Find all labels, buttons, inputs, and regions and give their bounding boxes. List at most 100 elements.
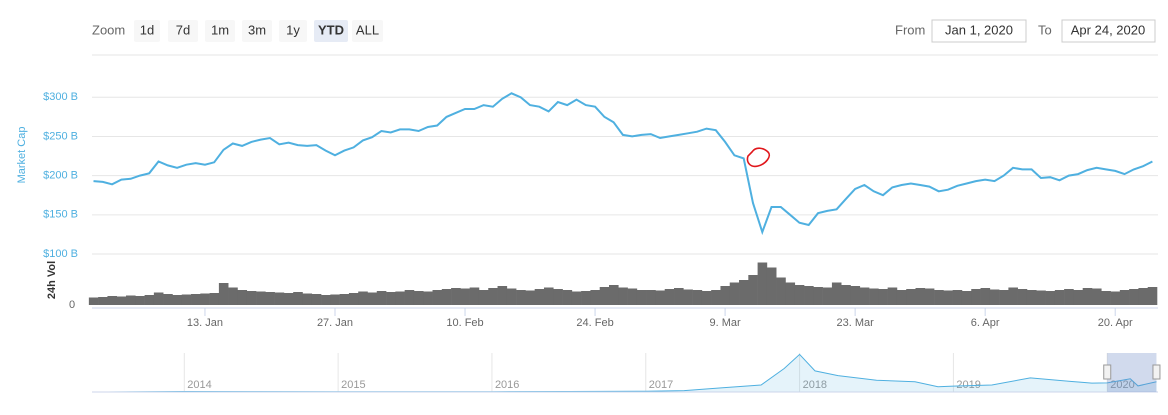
volume-bar: [432, 290, 443, 305]
x-tick-label: 9. Mar: [710, 317, 742, 329]
volume-bar: [924, 288, 935, 305]
volume-bar: [989, 289, 1000, 305]
zoom-button[interactable]: [242, 20, 272, 42]
volume-bar: [729, 282, 740, 305]
volume-bar: [822, 287, 833, 305]
volume-bar: [516, 290, 526, 305]
volume-bar: [348, 293, 359, 305]
volume-bar: [618, 287, 628, 305]
volume-bar: [116, 296, 127, 305]
volume-bar: [404, 290, 415, 305]
volume-bar: [776, 277, 786, 305]
volume-bar: [98, 297, 108, 305]
zoom-button[interactable]: [134, 20, 160, 42]
volume-bar: [478, 290, 489, 305]
volume-bar: [1045, 291, 1056, 305]
x-tick-label: 23. Mar: [836, 317, 874, 329]
volume-bar: [701, 291, 712, 305]
volume-bar: [1054, 290, 1065, 305]
volume-bar: [1138, 288, 1149, 305]
from-input[interactable]: [931, 19, 1027, 43]
volume-bar: [841, 285, 851, 305]
volume-bar: [367, 292, 378, 305]
volume-bar: [906, 289, 916, 305]
volume-bar: [683, 289, 693, 305]
volume-bar: [302, 293, 313, 305]
y2-tick-label: 0: [69, 299, 75, 311]
volume-bar: [1119, 290, 1130, 305]
zoom-button-label[interactable]: 1d: [140, 22, 154, 37]
volume-bar: [460, 288, 470, 305]
volume-bar: [265, 292, 275, 305]
volume-bar: [850, 286, 861, 305]
volume-bar: [228, 287, 238, 305]
volume-bar: [971, 289, 981, 305]
volume-bar: [534, 289, 545, 305]
market-cap-line: [93, 92, 1153, 236]
volume-bar: [1017, 289, 1028, 305]
zoom-button[interactable]: [168, 20, 198, 42]
volume-bar: [293, 292, 303, 305]
volume-bar: [896, 290, 907, 305]
volume-bar: [488, 288, 498, 305]
volume-bar: [172, 295, 183, 305]
volume-bar: [562, 290, 573, 305]
y-tick-label: $200 B: [43, 170, 78, 182]
to-value[interactable]: Apr 24, 2020: [1071, 22, 1145, 37]
navigator-selection[interactable]: [1107, 353, 1157, 392]
volume-bar: [785, 282, 796, 305]
volume-bar: [1147, 287, 1158, 305]
zoom-button-label[interactable]: 1m: [211, 22, 229, 37]
volume-bar: [952, 290, 963, 305]
volume-bar: [163, 294, 173, 305]
volume-bar: [441, 289, 452, 305]
y-tick-label: $100 B: [43, 248, 78, 260]
volume-bar: [88, 297, 99, 305]
volume-bar: [757, 262, 768, 305]
zoom-button-label[interactable]: 1y: [286, 22, 300, 37]
volume-bar: [627, 288, 638, 305]
zoom-button-label[interactable]: ALL: [356, 22, 379, 37]
volume-bar: [506, 288, 517, 305]
volume-bar: [274, 292, 285, 305]
volume-bar: [961, 291, 972, 305]
volume-bar: [237, 290, 248, 305]
from-value[interactable]: Jan 1, 2020: [945, 22, 1013, 37]
y2-axis-title: 24h Vol: [46, 261, 58, 299]
zoom-button[interactable]: [352, 20, 383, 42]
zoom-button[interactable]: [314, 20, 348, 42]
zoom-label: Zoom: [92, 22, 125, 37]
volume-bar: [423, 291, 433, 305]
zoom-button[interactable]: [205, 20, 235, 42]
volume-bar: [766, 267, 777, 305]
y-tick-label: $300 B: [43, 91, 78, 103]
volume-bar: [869, 288, 879, 305]
y-tick-label: $150 B: [43, 209, 78, 221]
volume-bar: [358, 291, 368, 305]
volume-bar: [311, 294, 322, 305]
zoom-button-label[interactable]: 7d: [176, 22, 190, 37]
volume-bar: [144, 295, 155, 305]
zoom-button-label[interactable]: YTD: [318, 22, 344, 37]
navigator-tick-label: 2019: [956, 379, 980, 391]
volume-bar: [813, 287, 823, 305]
volume-bar: [181, 294, 192, 305]
navigator-tick-label: 2018: [803, 379, 827, 391]
volume-bar: [497, 286, 508, 305]
volume-bar: [1101, 291, 1111, 305]
volume-bar: [135, 296, 145, 305]
volume-bar: [1064, 289, 1074, 305]
volume-bar: [581, 291, 591, 305]
zoom-button[interactable]: [279, 20, 307, 42]
volume-bar: [943, 290, 953, 305]
annotation-circle: [746, 147, 771, 168]
from-label: From: [895, 22, 925, 37]
navigator-tick-label: 2016: [495, 379, 519, 391]
navigator-handle[interactable]: [1152, 364, 1161, 380]
volume-bar: [256, 291, 266, 305]
navigator-handle[interactable]: [1103, 364, 1112, 380]
to-input[interactable]: [1061, 19, 1156, 43]
zoom-button-label[interactable]: 3m: [248, 22, 266, 37]
volume-bar: [376, 291, 387, 305]
